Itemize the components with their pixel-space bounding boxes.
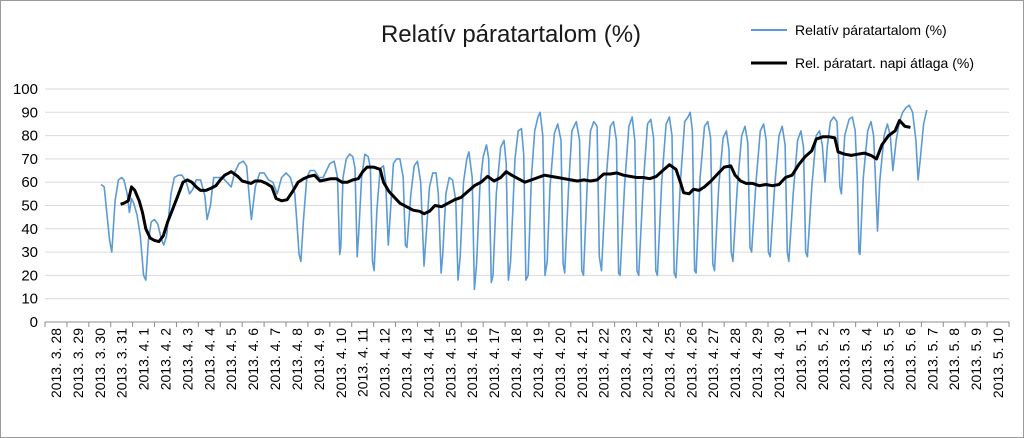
x-tick-label: 2013. 5. 2 (815, 328, 831, 390)
x-tick-label: 2013. 4. 27 (705, 328, 721, 398)
x-tick-label: 2013. 4. 29 (749, 328, 765, 398)
y-tick-label: 50 (21, 198, 38, 215)
x-tick-label: 2013. 4. 16 (464, 328, 480, 398)
x-tick-label: 2013. 4. 24 (640, 328, 656, 398)
y-tick-label: 10 (21, 291, 38, 308)
y-tick-label: 80 (21, 128, 38, 145)
x-tick-label: 2013. 4. 8 (289, 328, 305, 390)
x-tick-label: 2013. 4. 3 (179, 328, 195, 390)
x-tick-label: 2013. 4. 14 (420, 328, 436, 398)
x-tick-label: 2013. 4. 10 (333, 328, 349, 398)
legend-label-daily-average: Rel. páratart. napi átlaga (%) (795, 55, 974, 71)
x-tick-label: 2013. 4. 20 (552, 328, 568, 398)
x-tick-label: 2013. 4. 12 (377, 328, 393, 398)
legend-label-humidity: Relatív páratartalom (%) (795, 22, 947, 38)
x-tick-label: 2013. 4. 7 (267, 328, 283, 390)
x-tick-label: 2013. 5. 6 (902, 328, 918, 390)
x-tick-label: 2013. 4. 1 (136, 328, 152, 390)
x-tick-label: 2013. 4. 4 (201, 328, 217, 390)
x-tick-label: 2013. 4. 28 (727, 328, 743, 398)
x-tick-label: 2013. 4. 18 (508, 328, 524, 398)
y-tick-label: 40 (21, 221, 38, 238)
y-tick-label: 70 (21, 151, 38, 168)
x-tick-label: 2013. 3. 29 (70, 328, 86, 398)
x-tick-label: 2013. 4. 26 (683, 328, 699, 398)
x-tick-label: 2013. 5. 8 (946, 328, 962, 390)
x-tick-label: 2013. 4. 17 (486, 328, 502, 398)
x-tick-label: 2013. 5. 3 (837, 328, 853, 390)
legend-swatch-humidity (751, 29, 787, 31)
x-tick-label: 2013. 4. 6 (245, 328, 261, 390)
legend-item-daily-average: Rel. páratart. napi átlaga (%) (751, 53, 974, 73)
series-line-humidity (100, 104, 928, 291)
y-tick-label: 20 (21, 267, 38, 284)
x-tick-label: 2013. 5. 5 (881, 328, 897, 390)
y-tick-label: 30 (21, 244, 38, 261)
x-tick-label: 2013. 5. 7 (924, 328, 940, 390)
x-tick-label: 2013. 4. 9 (311, 328, 327, 390)
x-tick-label: 2013. 5. 9 (968, 328, 984, 390)
x-tick-label: 2013. 4. 15 (442, 328, 458, 398)
legend-item-humidity: Relatív páratartalom (%) (751, 20, 947, 40)
x-tick-label: 2013. 4. 11 (355, 328, 371, 397)
y-tick-label: 100 (13, 81, 38, 98)
x-tick-label: 2013. 4. 5 (223, 328, 239, 390)
y-tick-label: 60 (21, 174, 38, 191)
x-tick-label: 2013. 4. 22 (596, 328, 612, 398)
series-line-daily-average (120, 119, 911, 244)
x-tick-label: 2013. 4. 30 (771, 328, 787, 398)
x-tick-label: 2013. 4. 2 (158, 328, 174, 390)
y-tick-label: 0 (30, 314, 38, 331)
legend-swatch-daily-average (751, 61, 787, 65)
x-tick-label: 2013. 3. 31 (114, 328, 130, 398)
x-tick-label: 2013. 5. 4 (859, 328, 875, 390)
y-tick-label: 90 (21, 104, 38, 121)
x-tick-label: 2013. 4. 25 (661, 328, 677, 398)
x-tick-label: 2013. 5. 10 (990, 328, 1006, 398)
x-tick-label: 2013. 3. 28 (48, 328, 64, 398)
x-tick-label: 2013. 4. 19 (530, 328, 546, 398)
x-tick-label: 2013. 5. 1 (793, 328, 809, 390)
x-tick-label: 2013. 4. 13 (399, 328, 415, 398)
chart-title: Relatív páratartalom (%) (380, 21, 642, 48)
x-tick-label: 2013. 3. 30 (92, 328, 108, 398)
x-tick-label: 2013. 4. 21 (574, 328, 590, 398)
x-tick-label: 2013. 4. 23 (618, 328, 634, 398)
